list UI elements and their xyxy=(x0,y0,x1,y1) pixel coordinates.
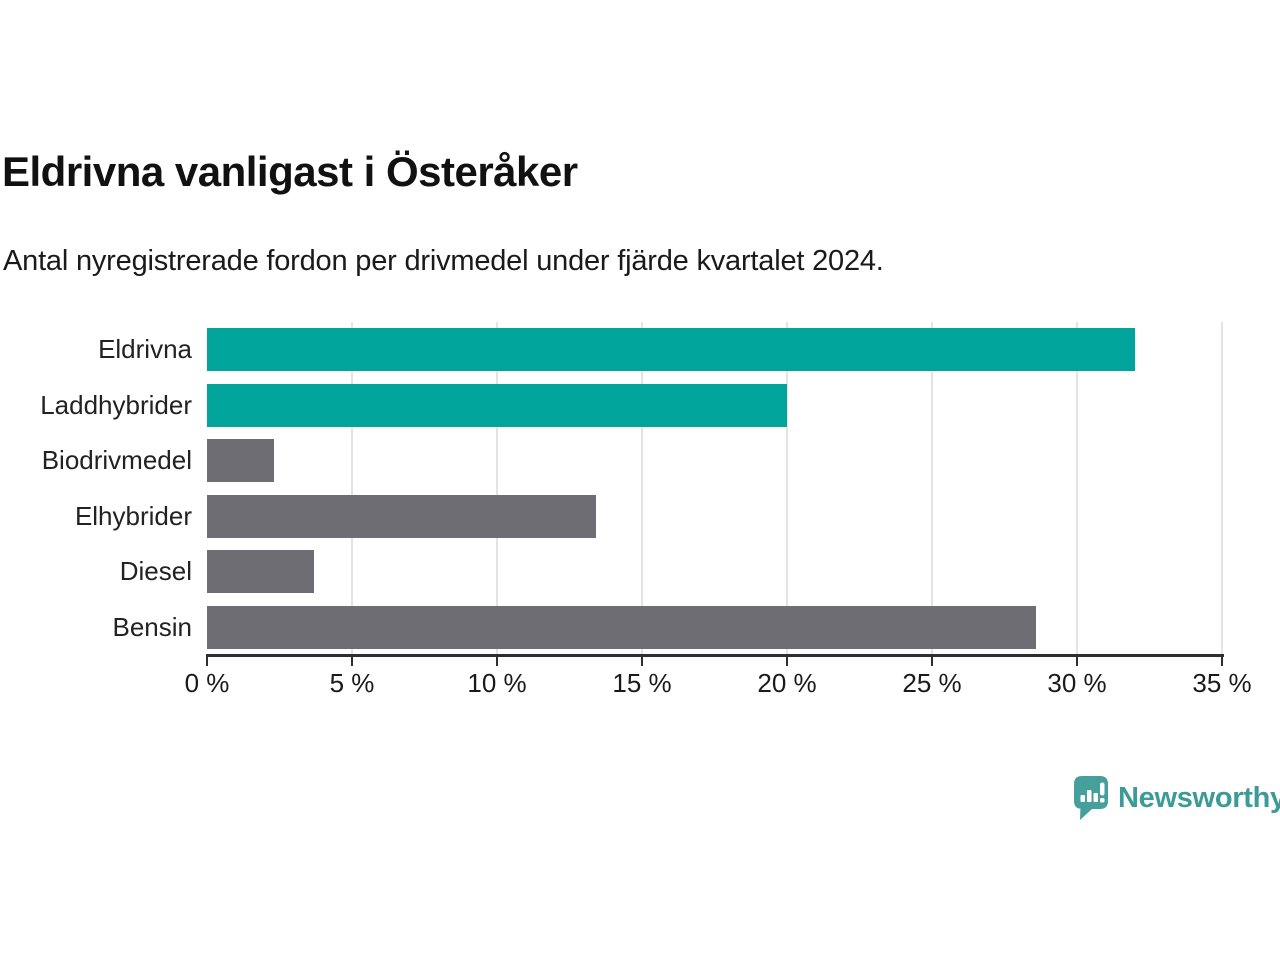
bar-laddhybrider xyxy=(207,383,787,427)
bar-row-elhybrider xyxy=(207,494,1222,538)
category-label-elhybrider: Elhybrider xyxy=(74,500,192,531)
bar-eldrivna xyxy=(207,328,1135,372)
bar-elhybrider xyxy=(207,494,596,538)
x-axis-tick-30 xyxy=(1076,657,1078,666)
bar-row-eldrivna xyxy=(207,328,1222,372)
x-axis-tick-label-20: 20 % xyxy=(757,668,817,698)
gridline-25 xyxy=(931,322,933,655)
bar-biodrivmedel xyxy=(207,439,274,483)
bar-row-diesel xyxy=(207,550,1222,594)
category-label-diesel: Diesel xyxy=(119,556,192,587)
category-axis: Eldrivna Laddhybrider Biodrivmedel Elhybrid… xyxy=(0,322,192,655)
chart-title: Eldrivna vanligast i Österåker xyxy=(2,148,578,195)
gridline-35 xyxy=(1221,322,1223,655)
category-label-laddhybrider: Laddhybrider xyxy=(40,389,192,420)
bar-bensin xyxy=(207,605,1037,649)
newsworthy-logo: Newsworthy xyxy=(1073,775,1280,821)
x-axis-tick-label-10: 10 % xyxy=(467,668,527,698)
x-axis-tick-label-35: 35 % xyxy=(1192,668,1252,698)
x-axis-tick-label-15: 15 % xyxy=(612,668,672,698)
x-axis-tick-20 xyxy=(786,657,788,666)
x-axis-tick-label-5: 5 % xyxy=(329,668,375,698)
bar-chart-plot-area xyxy=(207,322,1223,655)
gridline-10 xyxy=(496,322,498,655)
x-axis-tick-25 xyxy=(931,657,933,666)
x-axis-tick-label-30: 30 % xyxy=(1047,668,1107,698)
x-axis-tick-0 xyxy=(206,657,208,666)
bar-row-laddhybrider xyxy=(207,383,1222,427)
x-axis-line xyxy=(206,654,1224,657)
newsworthy-logo-text: Newsworthy xyxy=(1118,781,1280,814)
gridline-15 xyxy=(641,322,643,655)
category-label-eldrivna: Eldrivna xyxy=(98,334,192,365)
bar-diesel xyxy=(207,550,315,594)
gridline-20 xyxy=(786,322,788,655)
gridline-5 xyxy=(351,322,353,655)
bar-row-biodrivmedel xyxy=(207,439,1222,483)
x-axis-tick-15 xyxy=(641,657,643,666)
newsworthy-logo-icon xyxy=(1074,776,1108,820)
x-axis-tick-35 xyxy=(1221,657,1223,666)
bar-row-bensin xyxy=(207,605,1222,649)
x-axis-tick-5 xyxy=(351,657,353,666)
x-axis-tick-label-25: 25 % xyxy=(902,668,962,698)
chart-subtitle: Antal nyregistrerade fordon per drivmede… xyxy=(3,245,884,277)
category-label-biodrivmedel: Biodrivmedel xyxy=(41,445,192,476)
category-label-bensin: Bensin xyxy=(112,611,193,642)
gridline-30 xyxy=(1076,322,1078,655)
x-axis-tick-label-0: 0 % xyxy=(184,668,230,698)
x-axis-tick-10 xyxy=(496,657,498,666)
